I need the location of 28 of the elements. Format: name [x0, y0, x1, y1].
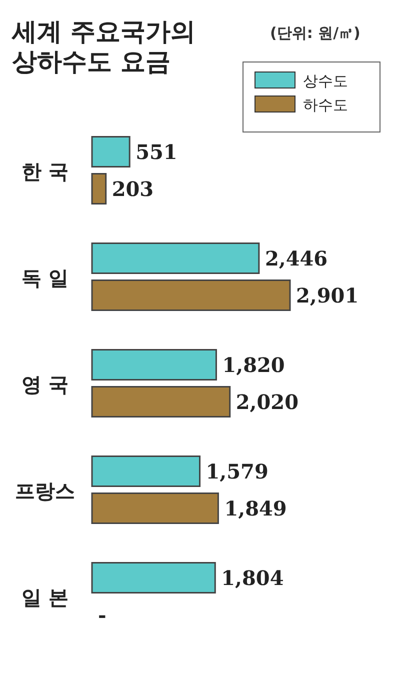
data-label: 2,020	[236, 390, 299, 414]
data-label: 1,804	[221, 566, 284, 590]
data-label: 551	[136, 140, 178, 164]
chart-title: 세계 주요국가의 상하수도 요금	[11, 17, 196, 76]
data-label: 1,579	[206, 459, 268, 484]
legend-label: 하수도	[303, 96, 348, 114]
y-tick-label: 일 본	[22, 585, 68, 610]
bar	[91, 386, 231, 418]
bar	[91, 562, 216, 594]
data-label: 203	[112, 176, 154, 201]
data-label: 1,820	[222, 352, 285, 377]
y-tick-label: 프랑스	[15, 478, 75, 503]
data-label: 1,849	[224, 496, 287, 520]
data-label: 2,446	[264, 246, 328, 270]
legend-label: 상수도	[303, 72, 348, 90]
y-tick-label: 영 국	[22, 372, 68, 396]
data-label: 2,901	[296, 283, 359, 308]
bar	[91, 492, 219, 524]
bar	[91, 456, 201, 487]
bar	[91, 349, 217, 380]
text: (단위: 원/㎥)	[270, 24, 360, 42]
y-tick-label: 독 일	[22, 266, 68, 290]
y-tick-label: 한 국	[22, 159, 68, 184]
bar	[91, 136, 130, 168]
bar	[91, 242, 260, 274]
bar	[91, 173, 107, 204]
bar	[91, 280, 291, 311]
text: -	[98, 602, 106, 627]
